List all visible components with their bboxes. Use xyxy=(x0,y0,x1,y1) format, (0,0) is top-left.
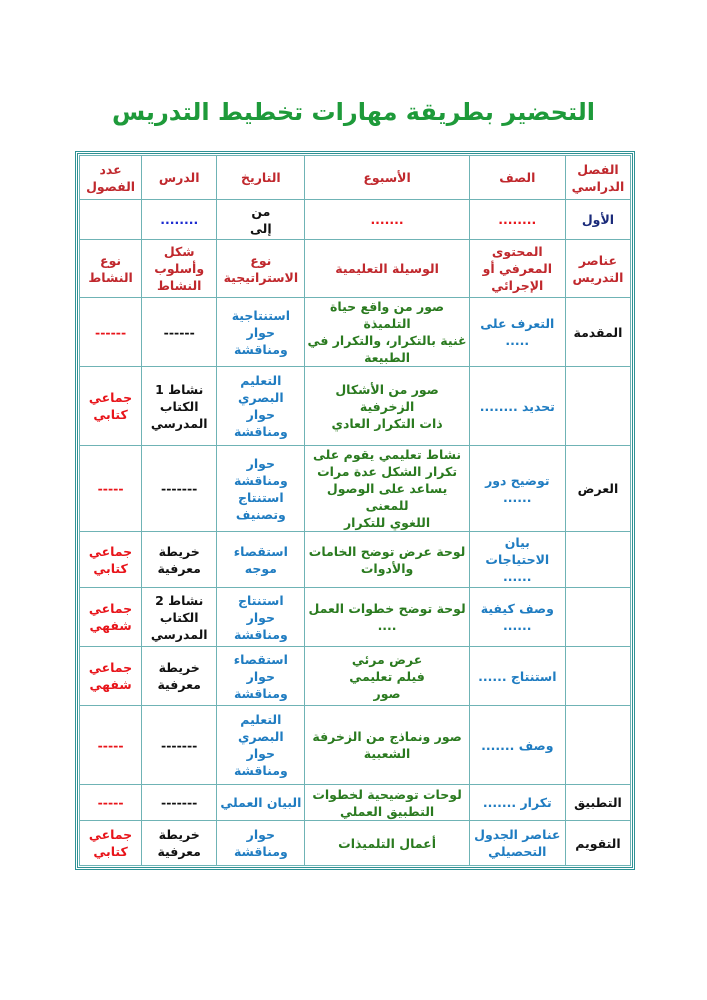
header-row-medium-cell: الأسبوع xyxy=(304,155,470,200)
table-row-medium-cell: نشاط تعليمي يقوم على تكرار الشكل عدة مرا… xyxy=(304,445,470,532)
table-row-activity-type-cell: جماعي كتابي xyxy=(78,531,143,588)
subheader-row-activity-type-cell: نوع النشاط xyxy=(78,239,143,298)
info-row-stage-cell: الأول xyxy=(564,199,632,240)
table-row-stage-cell xyxy=(564,531,632,588)
table-row-medium-cell: صور من الأشكال الزخرفية ذات التكرار العا… xyxy=(304,366,470,446)
subheader-row-medium-cell: الوسيلة التعليمية xyxy=(304,239,470,298)
table-row-activity-type-cell: ----- xyxy=(78,784,143,821)
table-row-strategy-cell: استقصاء موجه xyxy=(216,531,306,588)
table-row: التطبيق تكرار ....... لوحات توضيحية لخطوات… xyxy=(78,784,632,821)
table-row: وصف كيفية ...... لوحة توضح خطوات العمل ..… xyxy=(78,587,632,647)
table-row-strategy-cell: التعليم البصري حوار ومناقشة xyxy=(216,366,306,446)
table-row-medium-cell: لوحة عرض توضح الخامات والأدوات xyxy=(304,531,470,588)
header-row-activity-type-cell: عدد الفصول xyxy=(78,155,143,200)
table-row-activity-form-cell: نشاط 2 الكتاب المدرسي xyxy=(141,587,218,647)
table-row: وصف ....... صور ونماذج من الزخرفة الشعبية… xyxy=(78,705,632,785)
table-row-stage-cell xyxy=(564,587,632,647)
subheader-row-strategy-cell: نوع الاستراتيجية xyxy=(216,239,306,298)
table-row-activity-form-cell: ------ xyxy=(141,297,218,367)
table-row-strategy-cell: استقصاء حوار ومناقشة xyxy=(216,646,306,706)
table-row: بيان الاحتياجات ...... لوحة عرض توضح الخا… xyxy=(78,531,632,588)
table-row-medium-cell: عرض مرئي فيلم تعليمي صور xyxy=(304,646,470,706)
info-row: الأول............... من إلى........ xyxy=(78,199,632,240)
table-row-activity-form-cell: ------- xyxy=(141,445,218,532)
header-row: الفصل الدراسي الصف الأسبوع التاريخ الدرس عدد … xyxy=(78,155,632,200)
table-row-content-cell: توضيح دور ...... xyxy=(468,445,566,532)
table-row-strategy-cell: حوار ومناقشة xyxy=(216,820,306,866)
table-row-strategy-cell: البيان العملي xyxy=(216,784,306,821)
table-row-activity-type-cell: جماعي شفهي xyxy=(78,646,143,706)
subheader-row-content-cell: المحتوى المعرفي أو الإجرائي xyxy=(468,239,566,298)
info-row-activity-type-cell xyxy=(78,199,143,240)
table-row-content-cell: بيان الاحتياجات ...... xyxy=(468,531,566,588)
table-row-strategy-cell: استنتاجية حوار ومناقشة xyxy=(216,297,306,367)
table-row: المقدمة التعرف على ..... صور من واقع حياة … xyxy=(78,297,632,367)
table-row-activity-type-cell: ----- xyxy=(78,705,143,785)
table-row-stage-cell xyxy=(564,705,632,785)
table-row-stage-cell: التطبيق xyxy=(564,784,632,821)
table-row: العرض توضيح دور ...... نشاط تعليمي يقوم عل… xyxy=(78,445,632,532)
subheader-row-stage-cell: عناصر التدريس xyxy=(564,239,632,298)
table-row-strategy-cell: التعليم البصري حوار ومناقشة xyxy=(216,705,306,785)
header-row-content-cell: الصف xyxy=(468,155,566,200)
table-row-activity-type-cell: ------ xyxy=(78,297,143,367)
table-row-activity-type-cell: جماعي شفهي xyxy=(78,587,143,647)
table-row-activity-form-cell: خريطة معرفية xyxy=(141,820,218,866)
table-row-medium-cell: لوحة توضح خطوات العمل .... xyxy=(304,587,470,647)
table-row-activity-type-cell: جماعي كتابي xyxy=(78,366,143,446)
table-row-content-cell: عناصر الجدول التحصيلي xyxy=(468,820,566,866)
header-row-activity-form-cell: الدرس xyxy=(141,155,218,200)
page-title: التحضير بطريقة مهارات تخطيط التدريس xyxy=(112,98,595,126)
table-row-content-cell: وصف ....... xyxy=(468,705,566,785)
table-row-medium-cell: صور من واقع حياة التلميذة غنية بالتكرار،… xyxy=(304,297,470,367)
table-row-content-cell: استنتاج ...... xyxy=(468,646,566,706)
table-row-activity-type-cell: ----- xyxy=(78,445,143,532)
table-row-stage-cell xyxy=(564,646,632,706)
table-row-activity-form-cell: ------- xyxy=(141,784,218,821)
table-row-activity-form-cell: خريطة معرفية xyxy=(141,531,218,588)
table-row-strategy-cell: حوار ومناقشة استنتاج وتصنيف xyxy=(216,445,306,532)
info-row-activity-form-cell: ........ xyxy=(141,199,218,240)
table-row: استنتاج ...... عرض مرئي فيلم تعليمي صور اس… xyxy=(78,646,632,706)
header-row-strategy-cell: التاريخ xyxy=(216,155,306,200)
table-row-activity-form-cell: نشاط 1 الكتاب المدرسي xyxy=(141,366,218,446)
table-row-medium-cell: لوحات توضيحية لخطوات التطبيق العملي xyxy=(304,784,470,821)
table-row-content-cell: تحديد ........ xyxy=(468,366,566,446)
subheader-row-activity-form-cell: شكل وأسلوب النشاط xyxy=(141,239,218,298)
info-row-strategy-cell: من إلى xyxy=(216,199,306,240)
table-row: التقويم عناصر الجدول التحصيلي أعمال التلمي… xyxy=(78,820,632,866)
table-row: تحديد ........ صور من الأشكال الزخرفية ذا… xyxy=(78,366,632,446)
table-row-stage-cell: العرض xyxy=(564,445,632,532)
table-row-activity-type-cell: جماعي كتابي xyxy=(78,820,143,866)
header-row-stage-cell: الفصل الدراسي xyxy=(564,155,632,200)
info-row-content-cell: ........ xyxy=(468,199,566,240)
table-row-activity-form-cell: ------- xyxy=(141,705,218,785)
table-row-strategy-cell: استنتاج حوار ومناقشة xyxy=(216,587,306,647)
table-row-stage-cell: التقويم xyxy=(564,820,632,866)
info-row-medium-cell: ....... xyxy=(304,199,470,240)
table-row-content-cell: وصف كيفية ...... xyxy=(468,587,566,647)
table-row-activity-form-cell: خريطة معرفية xyxy=(141,646,218,706)
table-row-stage-cell xyxy=(564,366,632,446)
subheader-row: عناصر التدريس المحتوى المعرفي أو الإجرائي… xyxy=(78,239,632,298)
table-row-medium-cell: صور ونماذج من الزخرفة الشعبية xyxy=(304,705,470,785)
table-row-medium-cell: أعمال التلميذات xyxy=(304,820,470,866)
table-row-content-cell: تكرار ....... xyxy=(468,784,566,821)
lesson-plan-table: الفصل الدراسي الصف الأسبوع التاريخ الدرس عدد … xyxy=(75,151,635,870)
table-row-stage-cell: المقدمة xyxy=(564,297,632,367)
table-row-content-cell: التعرف على ..... xyxy=(468,297,566,367)
